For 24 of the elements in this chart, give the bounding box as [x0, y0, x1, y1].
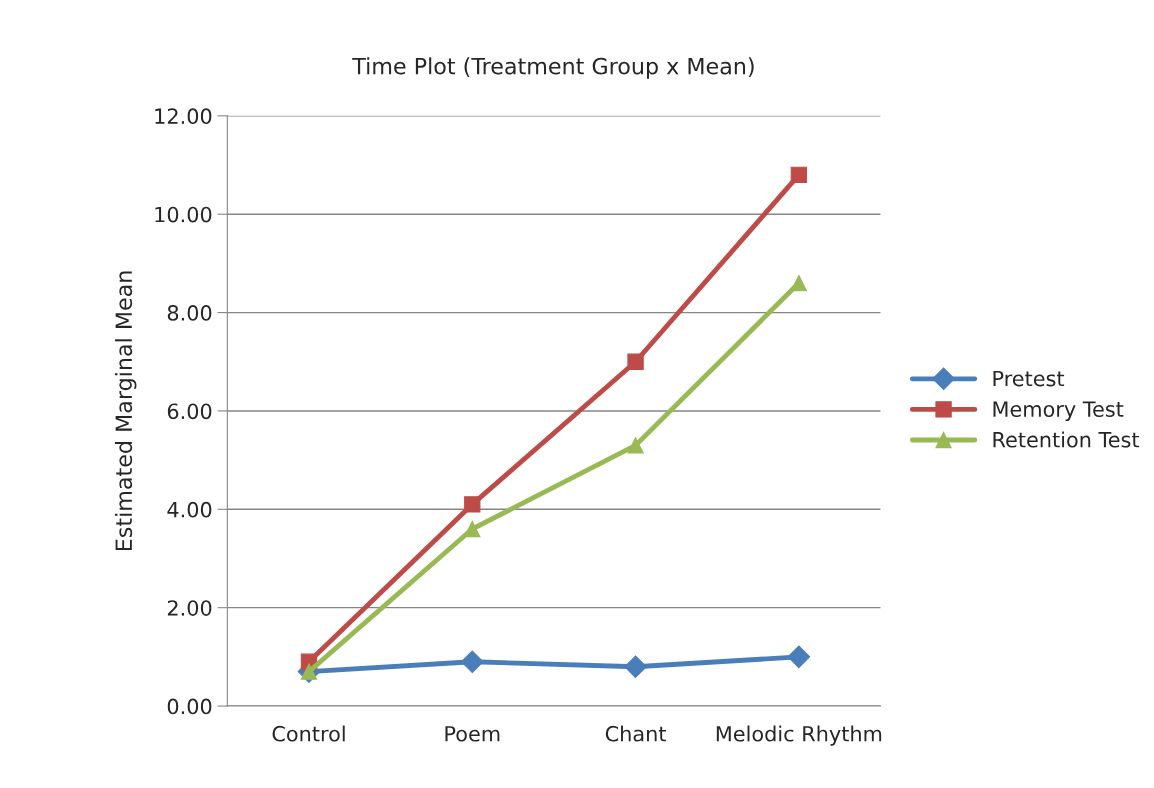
point — [790, 166, 808, 184]
y-tick-label: 2.00 — [167, 600, 212, 616]
y-tick-label: 0.00 — [167, 698, 212, 715]
y-tick-label: 6.00 — [167, 403, 212, 420]
point — [464, 496, 481, 513]
x-tick-label: Poem — [445, 726, 500, 742]
point — [460, 650, 484, 674]
point — [624, 655, 647, 679]
y-tick-label: 10.00 — [155, 206, 212, 223]
legend-label: Pretest — [993, 370, 1065, 387]
point — [627, 353, 644, 370]
x-tick-label: Chant — [605, 725, 667, 742]
x-tick-label: Control — [272, 725, 345, 742]
y-tick-label: 12.00 — [155, 108, 212, 125]
point — [464, 520, 481, 538]
legend-label: Memory Test — [993, 401, 1124, 422]
y-tick-label: 8.00 — [167, 305, 212, 321]
legend-label: Retention Test — [993, 431, 1140, 448]
point — [627, 437, 644, 454]
y-tick-label: 4.00 — [167, 501, 212, 518]
chart-title: Time Plot (Treatment Group x Mean) — [352, 57, 754, 79]
x-tick-label: Melodic Rhythm — [716, 725, 882, 746]
y-axis-title: Estimated Marginal Mean — [114, 271, 137, 551]
point — [787, 645, 811, 669]
